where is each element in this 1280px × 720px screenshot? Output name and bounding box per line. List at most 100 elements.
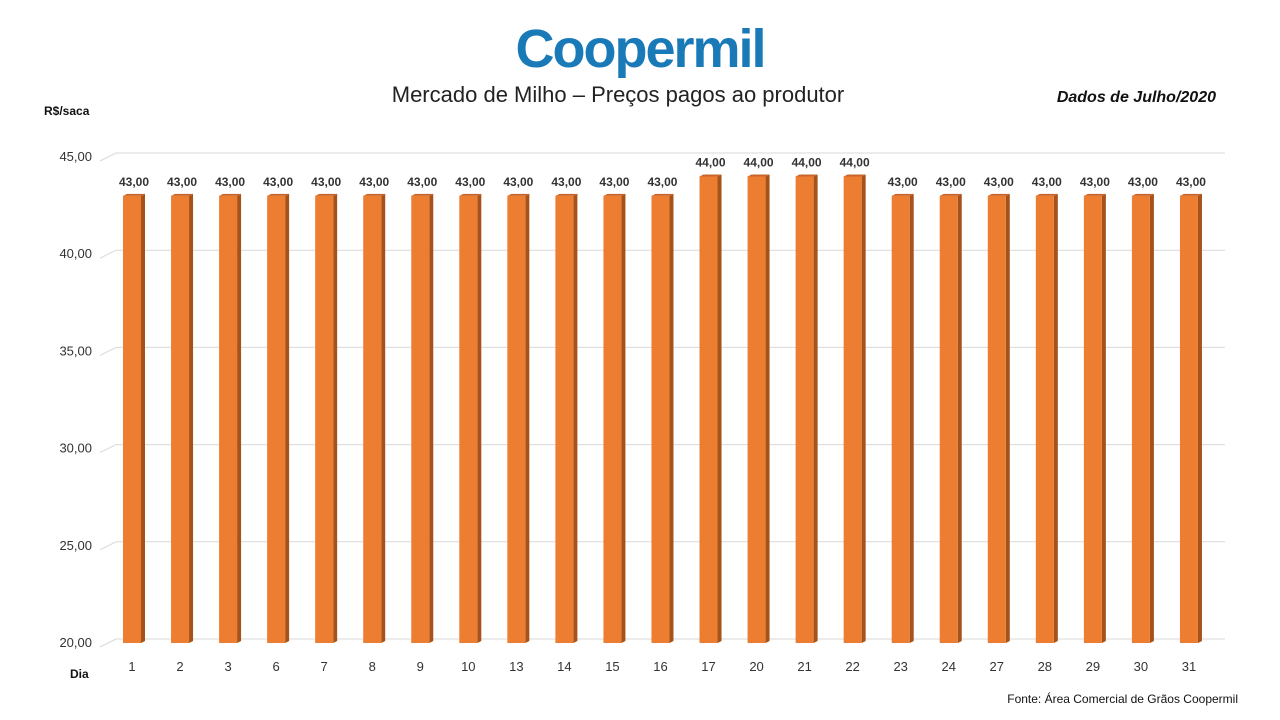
bar-top bbox=[1179, 193, 1202, 196]
bar bbox=[891, 195, 910, 643]
bar-side bbox=[381, 193, 386, 643]
data-label: 43,00 bbox=[119, 175, 149, 189]
bar-side bbox=[429, 193, 434, 643]
bar-side bbox=[957, 193, 962, 643]
data-label: 43,00 bbox=[936, 175, 966, 189]
bar-side bbox=[765, 174, 770, 643]
bar bbox=[1083, 195, 1102, 643]
bar-top bbox=[507, 193, 530, 196]
x-tick-label: 2 bbox=[176, 659, 183, 674]
bar-top bbox=[987, 193, 1010, 196]
bar-top bbox=[219, 193, 242, 196]
bar-top bbox=[555, 193, 578, 196]
data-label: 44,00 bbox=[696, 155, 726, 169]
x-tick-label: 17 bbox=[701, 659, 715, 674]
data-label: 43,00 bbox=[311, 175, 341, 189]
data-label: 44,00 bbox=[840, 155, 870, 169]
x-tick-label: 23 bbox=[893, 659, 907, 674]
bar bbox=[555, 195, 574, 643]
data-label: 43,00 bbox=[359, 175, 389, 189]
x-tick-label: 24 bbox=[942, 659, 956, 674]
data-label: 44,00 bbox=[744, 155, 774, 169]
x-tick-label: 9 bbox=[417, 659, 424, 674]
data-label: 43,00 bbox=[647, 175, 677, 189]
x-tick-label: 31 bbox=[1182, 659, 1196, 674]
x-tick-label: 8 bbox=[369, 659, 376, 674]
y-tick-label: 40,00 bbox=[59, 246, 92, 261]
bar-top bbox=[747, 174, 770, 177]
bar bbox=[459, 195, 478, 643]
x-tick-label: 21 bbox=[797, 659, 811, 674]
bar-side bbox=[237, 193, 242, 643]
x-tick-label: 6 bbox=[273, 659, 280, 674]
bar-top bbox=[699, 174, 722, 177]
bar-top bbox=[171, 193, 194, 196]
bar bbox=[987, 195, 1006, 643]
data-label: 43,00 bbox=[455, 175, 485, 189]
bar bbox=[315, 195, 334, 643]
x-tick-label: 15 bbox=[605, 659, 619, 674]
bar-side bbox=[285, 193, 290, 643]
bar-top bbox=[123, 193, 145, 196]
bar bbox=[843, 176, 862, 643]
bar-top bbox=[891, 193, 914, 196]
bar-side bbox=[669, 193, 674, 643]
data-label: 43,00 bbox=[888, 175, 918, 189]
data-label: 43,00 bbox=[167, 175, 197, 189]
bar bbox=[363, 195, 382, 643]
source-note: Fonte: Área Comercial de Grãos Coopermil bbox=[1007, 692, 1238, 706]
gridline bbox=[99, 152, 1225, 162]
bar-top bbox=[411, 193, 434, 196]
data-label: 43,00 bbox=[984, 175, 1014, 189]
bar bbox=[747, 176, 766, 643]
bar-top bbox=[459, 193, 482, 196]
bar bbox=[123, 195, 141, 643]
x-tick-label: 30 bbox=[1134, 659, 1148, 674]
bar-side bbox=[477, 193, 482, 643]
data-label: 43,00 bbox=[215, 175, 245, 189]
bar-top bbox=[1035, 193, 1058, 196]
x-tick-label: 29 bbox=[1086, 659, 1100, 674]
y-tick-label: 45,00 bbox=[59, 149, 92, 164]
bar-side bbox=[1197, 193, 1202, 643]
bar bbox=[795, 176, 814, 643]
period-label: Dados de Julho/2020 bbox=[1056, 89, 1216, 106]
data-label: 43,00 bbox=[1128, 175, 1158, 189]
bar bbox=[411, 195, 430, 643]
bar-top bbox=[1131, 193, 1154, 196]
bar-top bbox=[795, 174, 818, 177]
x-tick-label: 27 bbox=[990, 659, 1004, 674]
x-tick-label: 22 bbox=[845, 659, 859, 674]
bar-top bbox=[363, 193, 386, 196]
data-label: 43,00 bbox=[1080, 175, 1110, 189]
data-label: 43,00 bbox=[503, 175, 533, 189]
bar bbox=[267, 195, 286, 643]
bar bbox=[1035, 195, 1054, 643]
bar-top bbox=[603, 193, 626, 196]
data-label: 43,00 bbox=[551, 175, 581, 189]
y-tick-label: 30,00 bbox=[59, 441, 92, 456]
bar-side bbox=[1005, 193, 1010, 643]
x-tick-label: 10 bbox=[461, 659, 475, 674]
bar bbox=[171, 195, 190, 643]
chart-title: Mercado de Milho – Preços pagos ao produ… bbox=[391, 82, 845, 107]
y-tick-label: 25,00 bbox=[59, 538, 92, 553]
bar bbox=[699, 176, 718, 643]
bar-side bbox=[333, 193, 338, 643]
data-label: 43,00 bbox=[1176, 175, 1206, 189]
bar bbox=[1131, 195, 1150, 643]
bar-side bbox=[621, 193, 626, 643]
bar bbox=[603, 195, 622, 643]
x-tick-label: 1 bbox=[128, 659, 135, 674]
x-tick-label: 3 bbox=[224, 659, 231, 674]
bar-side bbox=[141, 193, 145, 643]
y-axis-label: R$/saca bbox=[44, 104, 90, 118]
y-tick-label: 35,00 bbox=[59, 343, 92, 358]
coopermil-logo: Coopermil bbox=[515, 19, 766, 79]
bar-side bbox=[525, 193, 530, 643]
bar-top bbox=[843, 174, 866, 177]
data-label: 44,00 bbox=[792, 155, 822, 169]
bar-side bbox=[813, 174, 818, 643]
bar-side bbox=[1101, 193, 1106, 643]
